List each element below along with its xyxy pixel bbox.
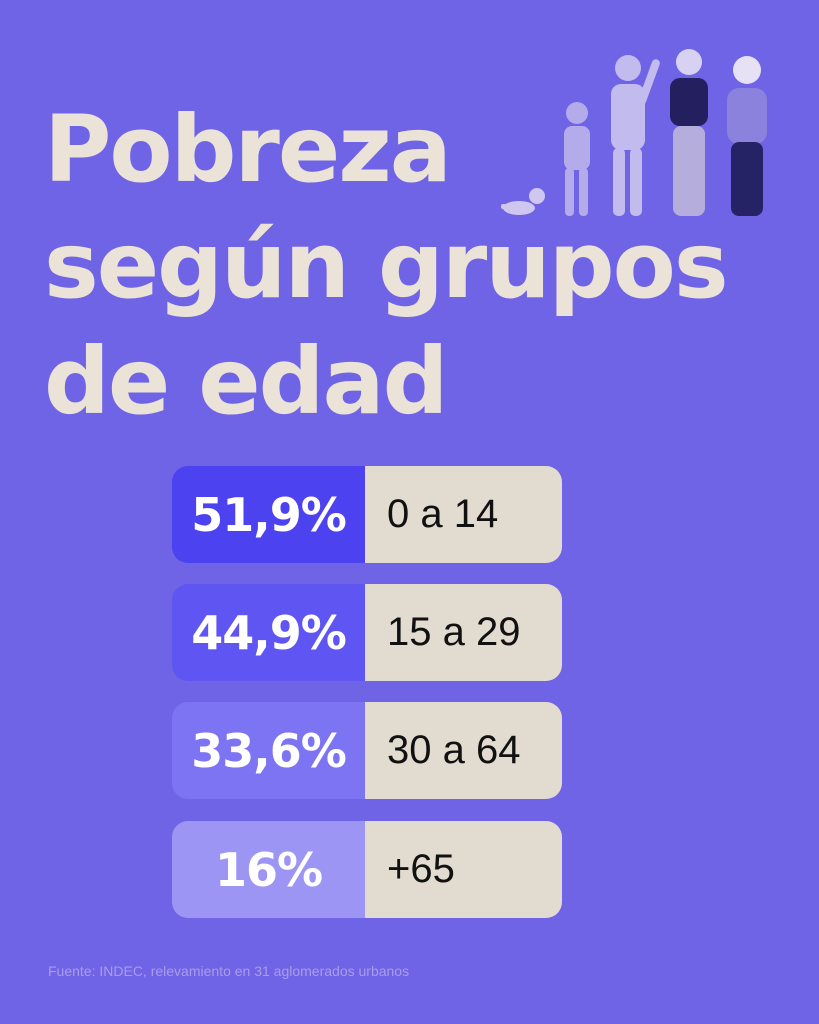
baby-figure (501, 188, 545, 215)
row-0-14-percent: 51,9% (172, 466, 365, 563)
source-note: Fuente: INDEC, relevamiento en 31 aglome… (48, 963, 410, 979)
row-65-plus-age: +65 (365, 821, 562, 918)
row-65-plus: 16% +65 (172, 821, 562, 918)
row-15-29: 44,9% 15 a 29 (172, 584, 562, 681)
row-15-29-age: 15 a 29 (365, 584, 562, 681)
family-illustration (501, 49, 767, 216)
row-0-14-age: 0 a 14 (365, 466, 562, 563)
row-0-14: 51,9% 0 a 14 (172, 466, 562, 563)
title-line-3: de edad (44, 328, 448, 435)
title-line-1: Pobreza (44, 96, 452, 203)
elder-figure (727, 56, 767, 216)
row-30-64-age: 30 a 64 (365, 702, 562, 799)
row-65-plus-percent: 16% (172, 821, 365, 918)
title-line-2: según grupos (44, 212, 729, 319)
chart-title: Pobreza según grupos de edad (44, 92, 729, 440)
row-30-64-percent: 33,6% (172, 702, 365, 799)
adult-figure (670, 49, 708, 216)
child-figure (564, 102, 590, 216)
row-30-64: 33,6% 30 a 64 (172, 702, 562, 799)
row-15-29-percent: 44,9% (172, 584, 365, 681)
teen-figure (611, 55, 660, 216)
